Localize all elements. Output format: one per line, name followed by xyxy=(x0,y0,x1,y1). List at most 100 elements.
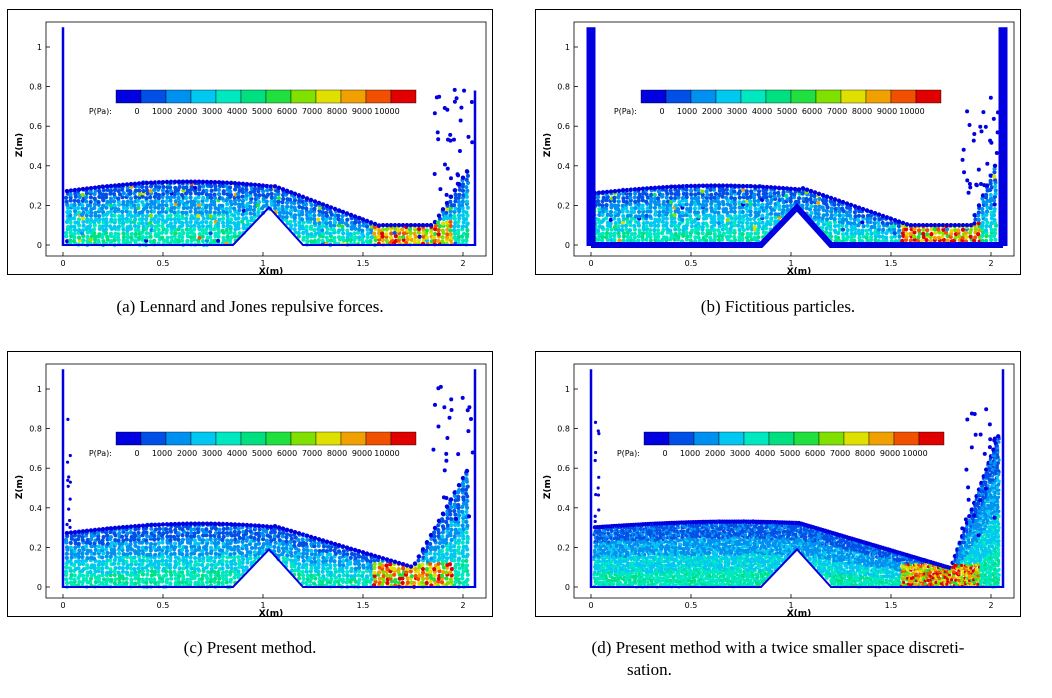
colorbar-swatch xyxy=(215,431,242,446)
splash-particle xyxy=(983,124,988,129)
y-tick-label: 0 xyxy=(565,583,570,592)
colorbar-tick: 3000 xyxy=(727,107,747,116)
colorbar-swatch xyxy=(165,89,192,104)
wall-droplet xyxy=(66,478,70,482)
y-tick-label: 0.6 xyxy=(557,464,570,473)
splash-particle xyxy=(992,515,997,520)
colorbar-swatch xyxy=(790,89,817,104)
colorbar-swatch xyxy=(315,431,342,446)
colorbar-tick: 5000 xyxy=(252,107,272,116)
particle-field xyxy=(592,95,1000,248)
x-axis-label: X(m) xyxy=(259,609,284,618)
colorbar-tick: 4000 xyxy=(227,107,247,116)
colorbar-swatch xyxy=(115,431,142,446)
colorbar-tick: 8000 xyxy=(327,449,347,458)
splash-particle xyxy=(444,192,449,197)
y-tick-label: 0.8 xyxy=(29,83,42,92)
colorbar-tick: 7000 xyxy=(830,449,850,458)
splash-particle xyxy=(978,124,983,129)
colorbar-swatch xyxy=(715,89,742,104)
colorbar-tick: 0 xyxy=(134,107,139,116)
splash-particle xyxy=(982,183,987,188)
splash-particle xyxy=(466,429,471,434)
splash-particle xyxy=(988,95,993,100)
x-tick-label: 2 xyxy=(460,259,465,268)
colorbar-tick: 10000 xyxy=(374,449,399,458)
y-tick-label: 0 xyxy=(37,583,42,592)
wall-droplet xyxy=(68,525,72,529)
splash-particle xyxy=(467,405,472,410)
colorbar-tick: 0 xyxy=(662,449,667,458)
splash-particle xyxy=(981,110,986,115)
wall-droplet xyxy=(594,492,598,497)
particle-field xyxy=(592,407,1001,589)
y-tick-label: 0.8 xyxy=(29,425,42,434)
splash-particle xyxy=(457,149,462,154)
colorbar-swatch xyxy=(843,431,870,446)
wall-droplet xyxy=(597,432,601,436)
colorbar-tick: 2000 xyxy=(177,449,197,458)
colorbar-tick: 6000 xyxy=(277,449,297,458)
wall-droplet xyxy=(67,475,71,479)
panel-c: 0 0.5 1 1.5 2 0 0.2 0.4 0.6 0.8 1 X(m) Z(m) P(Pa): 0 10… xyxy=(7,351,493,618)
colorbar-swatch xyxy=(765,89,792,104)
colorbar-tick: 3000 xyxy=(202,107,222,116)
splash-particle xyxy=(973,432,978,437)
colorbar-swatch xyxy=(665,89,692,104)
splash-particle xyxy=(979,129,984,134)
colorbar-swatch xyxy=(740,89,767,104)
colorbar-swatch xyxy=(265,89,292,104)
y-tick-label: 0.2 xyxy=(557,201,570,210)
splash-particle xyxy=(436,137,441,142)
splash-particle xyxy=(455,181,460,186)
wall-droplet xyxy=(65,522,69,527)
caption-c: (c) Present method. xyxy=(7,637,493,659)
x-tick-label: 1.5 xyxy=(357,259,370,268)
colorbar-tick: 10000 xyxy=(899,107,924,116)
splash-particle xyxy=(967,181,972,186)
colorbar-swatch xyxy=(865,89,892,104)
colorbar-tick: 9000 xyxy=(877,107,897,116)
splash-particle xyxy=(447,415,452,420)
splash-particle xyxy=(436,424,441,429)
y-tick-label: 0.2 xyxy=(29,543,42,552)
colorbar-tick: 7000 xyxy=(827,107,847,116)
colorbar-swatch xyxy=(290,89,317,104)
splash-particle xyxy=(449,408,454,413)
x-tick-label: 1 xyxy=(260,259,265,268)
colorbar-swatch xyxy=(140,431,167,446)
particle-field xyxy=(63,384,475,589)
colorbar-swatch xyxy=(165,431,192,446)
colorbar-swatch xyxy=(793,431,820,446)
x-tick-label: 0 xyxy=(60,601,65,610)
splash-particle xyxy=(467,514,472,519)
splash-particle xyxy=(445,435,450,440)
y-tick-label: 0 xyxy=(565,241,570,250)
splash-particle xyxy=(454,96,459,101)
wall-droplet xyxy=(66,417,70,421)
colorbar-swatch xyxy=(640,89,667,104)
colorbar-swatch xyxy=(215,89,242,104)
splash-particle xyxy=(470,140,475,145)
splash-particle xyxy=(966,485,971,490)
colorbar-tick: 2000 xyxy=(177,107,197,116)
splash-particle xyxy=(984,407,989,412)
splash-particle xyxy=(987,422,992,427)
colorbar-tick: 5000 xyxy=(777,107,797,116)
wall-droplet xyxy=(68,518,72,523)
colorbar-swatch xyxy=(890,89,917,104)
wall-droplet xyxy=(593,458,597,463)
y-axis-label: Z(m) xyxy=(543,475,553,499)
colorbar-swatch xyxy=(643,431,670,446)
splash-particle xyxy=(960,157,965,162)
colorbar-tick: 6000 xyxy=(277,107,297,116)
wall-droplet xyxy=(597,508,601,512)
splash-particle xyxy=(437,94,442,99)
splash-particle xyxy=(444,458,449,463)
splash-particle xyxy=(985,161,990,166)
floor-obstacle xyxy=(591,202,1003,248)
splash-particle xyxy=(960,526,965,531)
x-tick-label: 0 xyxy=(60,259,65,268)
colorbar-swatch xyxy=(893,431,920,446)
y-tick-label: 0.4 xyxy=(557,504,570,513)
